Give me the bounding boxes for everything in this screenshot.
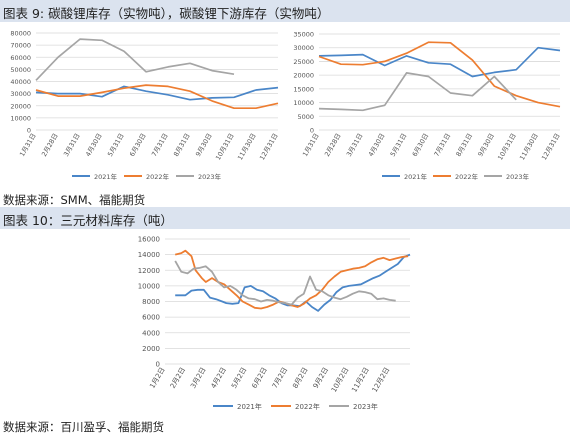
y-tick-label: 0 <box>27 127 31 135</box>
series-line-2022年 <box>35 84 279 110</box>
series-line-2023年 <box>35 38 235 81</box>
x-tick-label: 12月2日 <box>371 366 392 394</box>
x-tick-label: 11月2日 <box>350 366 371 394</box>
y-tick-label: 5000 <box>297 113 314 121</box>
y-tick-label: 25000 <box>293 58 314 66</box>
x-tick-label: 5月31日 <box>106 132 126 158</box>
y-tick-label: 15000 <box>293 85 314 93</box>
y-tick-label: 2000 <box>142 345 160 353</box>
legend-label: 2023年 <box>506 172 530 181</box>
x-tick-label: 1月31日 <box>301 132 321 158</box>
x-tick-label: 5月31日 <box>389 132 409 158</box>
x-tick-label: 6月2日 <box>250 366 268 390</box>
x-tick-label: 4月2日 <box>210 366 228 390</box>
legend-label: 2023年 <box>198 172 222 181</box>
x-tick-label: 2月2日 <box>169 366 187 390</box>
y-tick-label: 80000 <box>10 30 31 38</box>
legend-label: 2023年 <box>353 402 378 411</box>
x-tick-label: 4月30日 <box>367 132 387 158</box>
y-tick-label: 10000 <box>10 114 31 122</box>
legend-label: 2021年 <box>404 172 428 181</box>
x-tick-label: 2月28日 <box>40 132 60 158</box>
x-tick-label: 10月31日 <box>496 132 518 162</box>
y-tick-label: 10000 <box>293 99 314 107</box>
y-tick-label: 16000 <box>138 236 160 244</box>
x-tick-label: 7月31日 <box>433 132 453 158</box>
y-tick-label: 40000 <box>10 78 31 86</box>
y-tick-label: 20000 <box>293 72 314 80</box>
figure-9-source: 数据来源：SMM、福能期货 <box>3 193 146 207</box>
series-line-2023年 <box>318 72 517 112</box>
legend-label: 2021年 <box>94 172 118 181</box>
y-tick-label: 12000 <box>138 267 160 275</box>
x-tick-label: 8月31日 <box>172 132 192 158</box>
legend-label: 2022年 <box>455 172 479 181</box>
x-tick-label: 9月2日 <box>312 366 330 390</box>
x-tick-label: 3月31日 <box>345 132 365 158</box>
y-tick-label: 70000 <box>10 42 31 50</box>
x-tick-label: 11月30日 <box>518 132 540 162</box>
x-tick-label: 4月30日 <box>84 132 104 158</box>
figure-9-header: 图表 9: 碳酸锂库存（实物吨），碳酸锂下游库存（实物吨） <box>0 0 570 22</box>
figure-9-title: 图表 9: 碳酸锂库存（实物吨），碳酸锂下游库存（实物吨） <box>3 6 330 21</box>
x-tick-label: 8月2日 <box>291 366 309 390</box>
series-line-2023年 <box>174 260 396 306</box>
x-tick-label: 7月2日 <box>271 366 289 390</box>
x-tick-label: 5月2日 <box>230 366 248 390</box>
legend-label: 2021年 <box>237 402 262 411</box>
y-tick-label: 30000 <box>293 44 314 52</box>
x-tick-label: 2月28日 <box>323 132 343 158</box>
ternary-material-inventory-chart: 0 2000 4000 6000 8000 10000 12000 14000 16000 1月2… <box>138 236 411 411</box>
y-tick-label: 30000 <box>10 90 31 98</box>
x-tick-label: 7月31日 <box>150 132 170 158</box>
x-tick-label: 6月30日 <box>411 132 431 158</box>
lithium-downstream-inventory-chart: 0 5000 10000 15000 20000 25000 30000 35000 1月31日… <box>293 31 562 182</box>
y-tick-label: 0 <box>156 361 160 369</box>
y-tick-label: 60000 <box>10 54 31 62</box>
figure-10-header: 图表 10：三元材料库存（吨） <box>0 207 570 229</box>
x-tick-label: 12月31日 <box>540 132 562 162</box>
series-line-2022年 <box>174 249 409 310</box>
y-tick-label: 4000 <box>142 329 160 337</box>
y-tick-label: 0 <box>310 127 314 135</box>
figure-10-title: 图表 10：三元材料库存（吨） <box>3 213 173 228</box>
x-tick-label: 9月30日 <box>476 132 496 158</box>
y-tick-label: 35000 <box>293 31 314 39</box>
x-tick-label: 9月30日 <box>194 132 214 158</box>
y-tick-label: 14000 <box>138 251 160 259</box>
series-line-2021年 <box>318 46 561 78</box>
legend-label: 2022年 <box>146 172 170 181</box>
x-tick-label: 1月2日 <box>148 366 166 390</box>
y-tick-label: 10000 <box>138 282 160 290</box>
x-tick-label: 3月2日 <box>189 366 207 390</box>
y-tick-label: 6000 <box>142 314 160 322</box>
x-tick-label: 10月31日 <box>214 132 236 162</box>
series-line-2021年 <box>35 85 279 101</box>
x-tick-label: 3月31日 <box>62 132 82 158</box>
y-tick-label: 8000 <box>142 298 160 306</box>
legend-label: 2022年 <box>295 402 320 411</box>
lithium-carbonate-inventory-chart: 0 10000 20000 30000 40000 50000 60000 70000 8000… <box>10 30 280 182</box>
figure-10-source: 数据来源：百川盈孚、福能期货 <box>3 420 164 434</box>
series-line-2022年 <box>318 41 561 108</box>
x-tick-label: 12月31日 <box>258 132 280 162</box>
x-tick-label: 11月30日 <box>236 132 258 162</box>
y-tick-label: 20000 <box>10 102 31 110</box>
y-tick-label: 50000 <box>10 66 31 74</box>
x-tick-label: 10月2日 <box>330 366 351 394</box>
x-tick-label: 8月31日 <box>454 132 474 158</box>
x-tick-label: 1月31日 <box>18 132 38 158</box>
x-tick-label: 6月30日 <box>128 132 148 158</box>
